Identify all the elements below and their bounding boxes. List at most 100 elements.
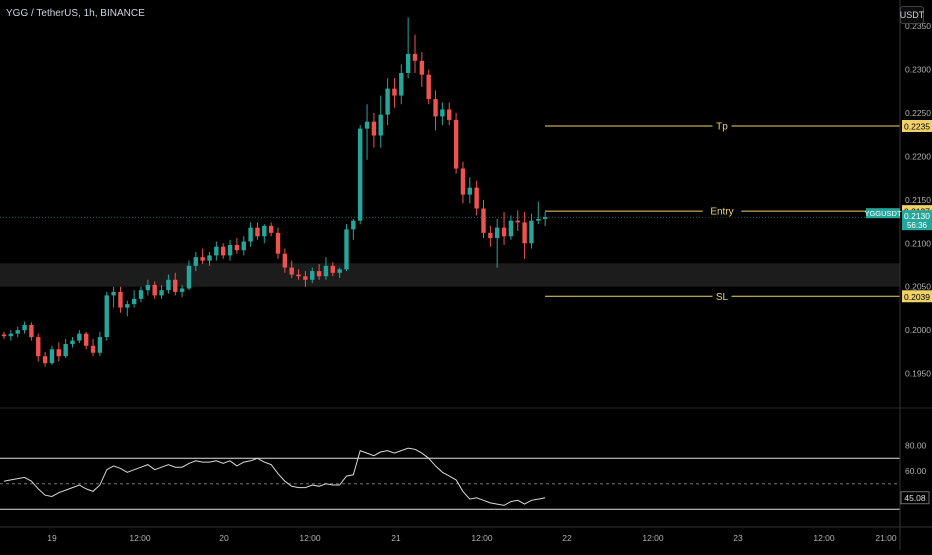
candle-down bbox=[118, 291, 123, 308]
candle-down bbox=[316, 271, 322, 277]
rsi-tick: 80.00 bbox=[905, 441, 927, 451]
candle-up bbox=[214, 246, 219, 256]
candle-down bbox=[460, 168, 466, 195]
chart-title: YGG / TetherUS, 1h, BINANCE bbox=[6, 8, 145, 19]
time-tick: 21:00 bbox=[875, 533, 897, 543]
candle-up bbox=[138, 290, 144, 299]
price-tick: 0.2000 bbox=[905, 325, 931, 335]
candle-up bbox=[495, 227, 500, 239]
candle-down bbox=[152, 284, 157, 296]
candle-down bbox=[501, 227, 507, 237]
price-tick: 0.2100 bbox=[905, 238, 931, 248]
candle-down bbox=[255, 227, 260, 237]
candle-down bbox=[474, 187, 479, 209]
price-tick: 0.2300 bbox=[905, 65, 931, 75]
rsi-value-badge bbox=[900, 491, 930, 505]
candle-up bbox=[179, 288, 185, 292]
candle-up bbox=[508, 220, 514, 237]
price-tick: 0.2150 bbox=[905, 195, 931, 205]
entry-level-label-bg bbox=[702, 205, 742, 218]
candle-up bbox=[323, 265, 329, 277]
candle-down bbox=[419, 60, 425, 75]
candle-up bbox=[378, 114, 383, 136]
candle-down bbox=[303, 276, 308, 280]
candle-down bbox=[268, 225, 274, 233]
candle-down bbox=[412, 53, 418, 61]
candle-up bbox=[8, 333, 14, 337]
time-tick: 22 bbox=[562, 533, 572, 543]
candle-up bbox=[15, 330, 20, 334]
price-tick: 0.2350 bbox=[905, 21, 931, 31]
candle-up bbox=[125, 304, 130, 308]
price-tick: 0.2200 bbox=[905, 151, 931, 161]
candle-down bbox=[433, 99, 438, 117]
candle-down bbox=[221, 246, 226, 256]
candle-up bbox=[207, 255, 212, 261]
candle-up bbox=[529, 220, 534, 244]
candle-down bbox=[453, 119, 459, 169]
candle-up bbox=[131, 298, 137, 305]
candle-up bbox=[111, 291, 116, 296]
candle-down bbox=[29, 324, 34, 338]
price-tick: 0.1950 bbox=[905, 369, 931, 379]
candle-up bbox=[358, 128, 363, 221]
candle-up bbox=[63, 344, 68, 357]
time-tick: 12:00 bbox=[471, 533, 493, 543]
candle-up bbox=[440, 109, 445, 117]
candle-down bbox=[392, 88, 397, 96]
candle-down bbox=[296, 274, 301, 277]
price-tick: 0.2250 bbox=[905, 108, 931, 118]
symbol-badge-text: YGGUSDT bbox=[864, 209, 902, 218]
candle-up bbox=[70, 340, 75, 345]
countdown-text: 56:36 bbox=[907, 221, 928, 230]
candle-up bbox=[364, 121, 370, 129]
last-price-text: 0.2130 bbox=[904, 211, 930, 221]
time-tick: 12:00 bbox=[813, 533, 835, 543]
candle-down bbox=[488, 232, 493, 239]
candle-up bbox=[337, 269, 342, 273]
candle-up bbox=[97, 337, 103, 353]
tp-level-badge bbox=[902, 119, 932, 132]
time-tick: 19 bbox=[47, 533, 57, 543]
candle-up bbox=[186, 265, 192, 289]
tp-level-badge-text: 0.2235 bbox=[904, 121, 930, 131]
candle-up bbox=[159, 290, 164, 296]
candle-down bbox=[289, 267, 294, 275]
tp-level-label: Tp bbox=[716, 121, 728, 132]
candle-up bbox=[262, 225, 267, 237]
candle-down bbox=[234, 245, 240, 251]
sl-level-label-bg bbox=[712, 290, 732, 303]
candle-down bbox=[56, 349, 61, 357]
candle-up bbox=[536, 218, 541, 221]
candle-up bbox=[145, 284, 151, 291]
sl-level-badge bbox=[902, 290, 932, 303]
candle-down bbox=[90, 345, 96, 353]
rsi-value-text: 45.08 bbox=[904, 493, 926, 503]
candle-up bbox=[310, 271, 315, 280]
candle-up bbox=[467, 187, 472, 195]
support-zone bbox=[0, 263, 900, 287]
candle-up bbox=[77, 333, 82, 341]
candle-up bbox=[248, 227, 253, 242]
candle-down bbox=[36, 337, 41, 357]
candle-up bbox=[542, 217, 548, 219]
candle-up bbox=[104, 295, 109, 338]
candle-up bbox=[351, 220, 356, 230]
candle-down bbox=[282, 253, 288, 268]
candle-down bbox=[275, 232, 281, 254]
time-tick: 12:00 bbox=[129, 533, 151, 543]
sl-level-badge-text: 0.2039 bbox=[904, 292, 930, 302]
currency-button[interactable]: USDT bbox=[900, 6, 924, 24]
candle-down bbox=[371, 121, 377, 136]
time-tick: 12:00 bbox=[299, 533, 321, 543]
candle-down bbox=[1, 334, 7, 337]
time-tick: 20 bbox=[219, 533, 229, 543]
last-price-badge bbox=[902, 210, 932, 231]
candle-down bbox=[426, 74, 431, 100]
candle-down bbox=[84, 333, 89, 346]
candle-down bbox=[515, 220, 520, 223]
candle-down bbox=[173, 279, 178, 292]
candle-up bbox=[166, 279, 171, 291]
